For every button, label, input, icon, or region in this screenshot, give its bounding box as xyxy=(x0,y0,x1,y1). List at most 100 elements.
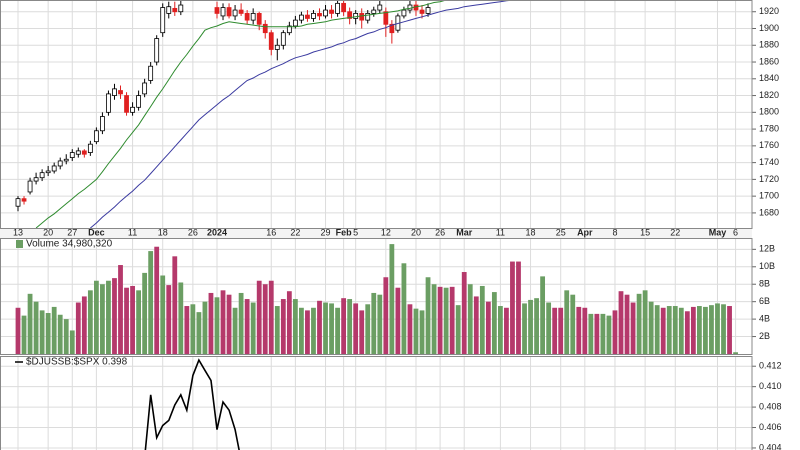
candle-body xyxy=(262,23,268,34)
volume-bar xyxy=(329,303,334,354)
candle-body xyxy=(305,14,310,19)
volume-bar xyxy=(232,307,238,354)
x-tick-label: May xyxy=(709,227,727,237)
x-tick-label: 25 xyxy=(556,227,566,237)
legend-icon xyxy=(16,240,23,248)
volume-bar xyxy=(87,290,93,354)
candle-body xyxy=(335,2,340,14)
panel-border xyxy=(0,356,753,450)
volume-bar xyxy=(594,313,600,354)
candle-body xyxy=(148,65,154,81)
x-tick-label: 2024 xyxy=(207,227,227,237)
x-tick-label: 12 xyxy=(381,227,391,237)
candle-body xyxy=(232,9,238,17)
candle-body xyxy=(250,13,256,21)
y-tick-label: 2B xyxy=(759,331,770,341)
volume-bar xyxy=(311,307,316,354)
volume-bar xyxy=(485,301,491,354)
y-tick-label: 0.412 xyxy=(759,361,782,371)
volume-bar xyxy=(588,313,594,354)
candle-body xyxy=(214,7,220,14)
x-tick-label: 22 xyxy=(670,227,680,237)
candle-body xyxy=(112,88,117,96)
x-tick-label: Dec xyxy=(88,227,105,237)
candle-body xyxy=(154,38,160,63)
volume-bar xyxy=(323,302,328,354)
volume-bar xyxy=(371,292,377,354)
y-tick-label: 1760 xyxy=(759,140,779,150)
volume-bar xyxy=(461,272,467,354)
volume-bar xyxy=(184,306,190,354)
candle-body xyxy=(425,7,431,14)
candle-body xyxy=(69,152,75,158)
volume-bar xyxy=(715,303,720,354)
volume-bar xyxy=(75,302,81,354)
candle-body xyxy=(33,177,39,182)
candle-body xyxy=(329,9,334,14)
volume-bar xyxy=(317,300,322,354)
volume-bar xyxy=(491,292,497,354)
volume-bar xyxy=(455,305,461,354)
volume-bar xyxy=(238,292,244,354)
y-tick-label: 10B xyxy=(759,261,775,271)
volume-bar xyxy=(666,306,672,354)
y-tick-label: 6B xyxy=(759,296,770,306)
candle-body xyxy=(299,14,304,21)
volume-bar xyxy=(51,306,57,354)
volume-bar xyxy=(214,297,220,354)
candle-body xyxy=(87,143,93,153)
candle-body xyxy=(93,130,99,143)
x-tick-label: 11 xyxy=(496,227,505,237)
x-tick-label: Feb xyxy=(336,227,353,237)
volume-bar xyxy=(106,280,111,354)
volume-bar xyxy=(262,284,268,354)
candle-body xyxy=(15,198,21,207)
y-tick-label: 1820 xyxy=(759,90,779,100)
volume-bar xyxy=(696,306,702,354)
volume-bar xyxy=(190,304,196,354)
y-tick-label: 1800 xyxy=(759,107,779,117)
volume-bar xyxy=(286,291,292,354)
x-tick-label: 22 xyxy=(290,227,300,237)
volume-bar xyxy=(654,305,660,354)
y-tick-label: 1680 xyxy=(759,207,779,217)
candle-body xyxy=(274,44,280,50)
candle-body xyxy=(100,116,105,132)
x-tick-label: 26 xyxy=(435,227,445,237)
volume-bar xyxy=(709,305,714,354)
candle-body xyxy=(51,165,57,172)
candle-body xyxy=(130,106,135,113)
volume-bar xyxy=(250,302,256,354)
candle-body xyxy=(268,32,274,50)
volume-bar xyxy=(292,299,298,354)
candle-body xyxy=(142,82,148,95)
volume-bar xyxy=(353,303,359,354)
volume-bar xyxy=(142,272,148,354)
candle-body xyxy=(353,13,359,19)
volume-bar xyxy=(196,312,202,354)
volume-bar xyxy=(703,306,708,354)
candle-body xyxy=(286,25,292,34)
y-tick-label: 1840 xyxy=(759,73,779,83)
plot-area xyxy=(15,244,738,354)
candle-body xyxy=(63,158,69,162)
volume-bar xyxy=(467,284,473,354)
volume-bar xyxy=(15,307,21,354)
volume-bar xyxy=(642,290,648,354)
volume-bar xyxy=(564,290,570,354)
candle-body xyxy=(106,93,111,113)
candle-body xyxy=(419,9,425,14)
y-tick-label: 1700 xyxy=(759,191,779,201)
candle-body xyxy=(341,2,347,13)
x-tick-label: 13 xyxy=(13,227,23,237)
volume-bar xyxy=(443,287,449,354)
volume-bar xyxy=(220,290,226,354)
volume-bar xyxy=(256,280,262,354)
x-tick-label: Mar xyxy=(456,227,473,237)
volume-bar xyxy=(208,292,214,354)
candle-body xyxy=(377,4,383,11)
volume-bar xyxy=(226,294,232,354)
volume-bar xyxy=(582,307,588,354)
volume-bar xyxy=(100,284,105,354)
